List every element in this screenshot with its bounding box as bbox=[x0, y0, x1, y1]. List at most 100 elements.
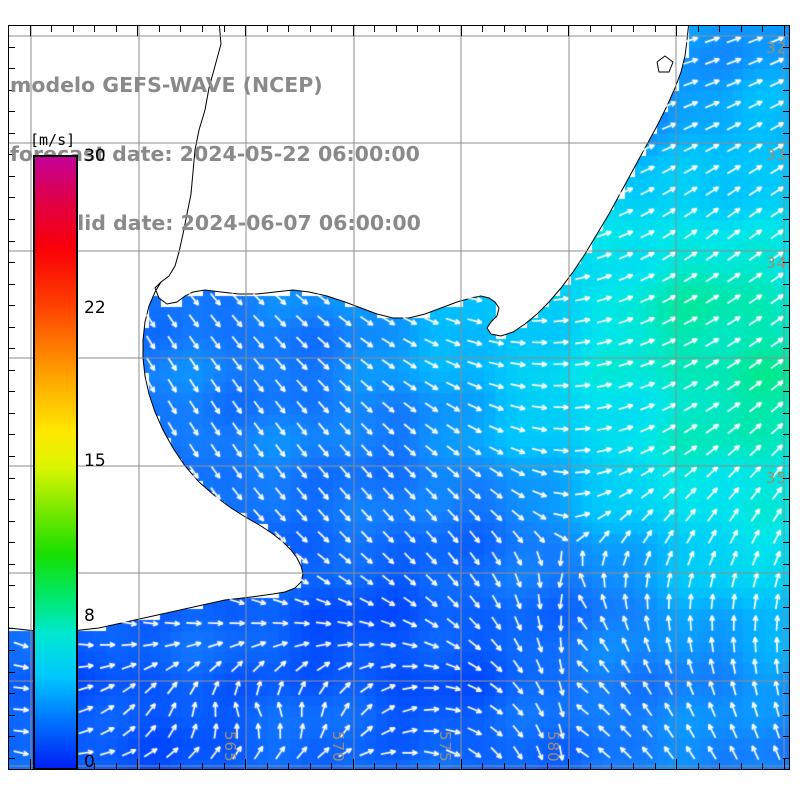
tick-top-22 bbox=[482, 26, 484, 32]
tick-left-12 bbox=[9, 283, 15, 285]
chart-title: modelo GEFS-WAVE (NCEP) forecast date: 2… bbox=[10, 28, 421, 280]
tick-top-7 bbox=[158, 26, 160, 32]
tick-right-34 bbox=[783, 757, 789, 759]
tick-top-32 bbox=[697, 26, 699, 32]
tick-right-14 bbox=[783, 326, 789, 328]
tick-bottom-8 bbox=[180, 763, 182, 769]
tick-right-24 bbox=[783, 542, 789, 544]
tick-left-11 bbox=[9, 262, 15, 264]
tick-right-8 bbox=[783, 197, 789, 199]
tick-right-19 bbox=[783, 434, 789, 436]
tick-right-1 bbox=[783, 46, 789, 48]
tick-bottom-30 bbox=[654, 763, 656, 769]
tick-left-24 bbox=[9, 542, 15, 544]
tick-bottom-4 bbox=[94, 763, 96, 769]
tick-right-25 bbox=[783, 563, 789, 565]
tick-right-2 bbox=[783, 68, 789, 70]
tick-bottom-32 bbox=[697, 763, 699, 769]
tick-left-4 bbox=[9, 111, 15, 113]
tick-left-21 bbox=[9, 477, 15, 479]
tick-right-17 bbox=[783, 391, 789, 393]
tick-bottom-20 bbox=[439, 763, 440, 769]
colorbar-unit-label: [m/s] bbox=[30, 131, 76, 149]
tick-bottom-9 bbox=[201, 763, 203, 769]
tick-top-31 bbox=[676, 26, 678, 36]
tick-right-26 bbox=[783, 585, 789, 587]
tick-top-30 bbox=[654, 26, 656, 32]
tick-left-2 bbox=[9, 68, 15, 70]
tick-right-18 bbox=[783, 412, 789, 414]
title-line-forecast: forecast date: 2024-05-22 06:00:00 bbox=[10, 141, 420, 166]
tick-right-4 bbox=[783, 111, 789, 113]
tick-left-6 bbox=[9, 154, 15, 156]
tick-right-10 bbox=[783, 240, 789, 242]
tick-right-0 bbox=[783, 25, 789, 26]
title-line-model: modelo GEFS-WAVE (NCEP) bbox=[10, 72, 323, 97]
tick-right-31 bbox=[783, 693, 789, 695]
tick-top-16 bbox=[352, 26, 354, 36]
tick-right-28 bbox=[783, 628, 789, 630]
tick-right-29 bbox=[783, 649, 789, 651]
tick-left-0 bbox=[9, 25, 15, 26]
tick-bottom-33 bbox=[719, 763, 721, 769]
tick-left-32 bbox=[9, 714, 15, 716]
tick-bottom-14 bbox=[309, 763, 311, 769]
tick-left-23 bbox=[9, 520, 15, 522]
tick-top-1 bbox=[29, 26, 31, 36]
colorbar-tick-22: 22 bbox=[84, 298, 106, 318]
tick-top-11 bbox=[245, 26, 247, 36]
tick-top-4 bbox=[94, 26, 96, 32]
colorbar bbox=[33, 155, 78, 770]
colorbar-gradient bbox=[33, 155, 78, 770]
tick-right-9 bbox=[783, 218, 789, 220]
tick-bottom-18 bbox=[395, 763, 397, 769]
tick-top-36 bbox=[783, 26, 785, 36]
tick-top-34 bbox=[740, 26, 742, 32]
tick-left-25 bbox=[9, 563, 15, 565]
colorbar-tick-30: 30 bbox=[84, 146, 106, 166]
tick-left-13 bbox=[9, 305, 15, 307]
tick-top-14 bbox=[309, 26, 311, 32]
tick-left-18 bbox=[9, 412, 15, 414]
tick-bottom-35 bbox=[762, 763, 764, 769]
tick-top-26 bbox=[568, 26, 570, 36]
tick-bottom-34 bbox=[740, 763, 742, 769]
tick-left-31 bbox=[9, 693, 15, 695]
tick-bottom-31 bbox=[676, 759, 678, 769]
tick-right-32 bbox=[783, 714, 789, 716]
tick-top-19 bbox=[417, 26, 419, 32]
tick-bottom-15 bbox=[331, 763, 333, 769]
tick-bottom-6 bbox=[137, 759, 139, 769]
tick-left-7 bbox=[9, 175, 15, 177]
tick-right-11 bbox=[783, 262, 789, 264]
tick-top-3 bbox=[72, 26, 74, 32]
tick-top-21 bbox=[460, 26, 462, 36]
tick-bottom-16 bbox=[352, 759, 354, 769]
tick-left-10 bbox=[9, 240, 15, 242]
tick-right-23 bbox=[783, 520, 789, 522]
tick-left-34 bbox=[9, 757, 15, 759]
tick-left-29 bbox=[9, 649, 15, 651]
colorbar-tick-0: 0 bbox=[84, 752, 95, 772]
tick-left-17 bbox=[9, 391, 15, 393]
tick-bottom-19 bbox=[417, 763, 419, 769]
tick-top-10 bbox=[223, 26, 225, 32]
tick-top-5 bbox=[115, 26, 117, 32]
tick-top-25 bbox=[546, 26, 548, 32]
tick-right-3 bbox=[783, 89, 789, 91]
tick-top-6 bbox=[137, 26, 139, 36]
tick-right-21 bbox=[783, 477, 789, 479]
tick-top-12 bbox=[266, 26, 268, 32]
tick-left-26 bbox=[9, 585, 15, 587]
tick-bottom-11 bbox=[245, 759, 247, 769]
tick-top-9 bbox=[201, 26, 203, 32]
tick-top-33 bbox=[719, 26, 721, 32]
tick-top-23 bbox=[503, 26, 505, 32]
tick-left-15 bbox=[9, 348, 15, 350]
tick-bottom-1 bbox=[29, 759, 31, 769]
tick-left-20 bbox=[9, 456, 15, 457]
tick-top-29 bbox=[632, 26, 634, 32]
tick-bottom-28 bbox=[611, 763, 613, 769]
tick-left-22 bbox=[9, 499, 15, 501]
